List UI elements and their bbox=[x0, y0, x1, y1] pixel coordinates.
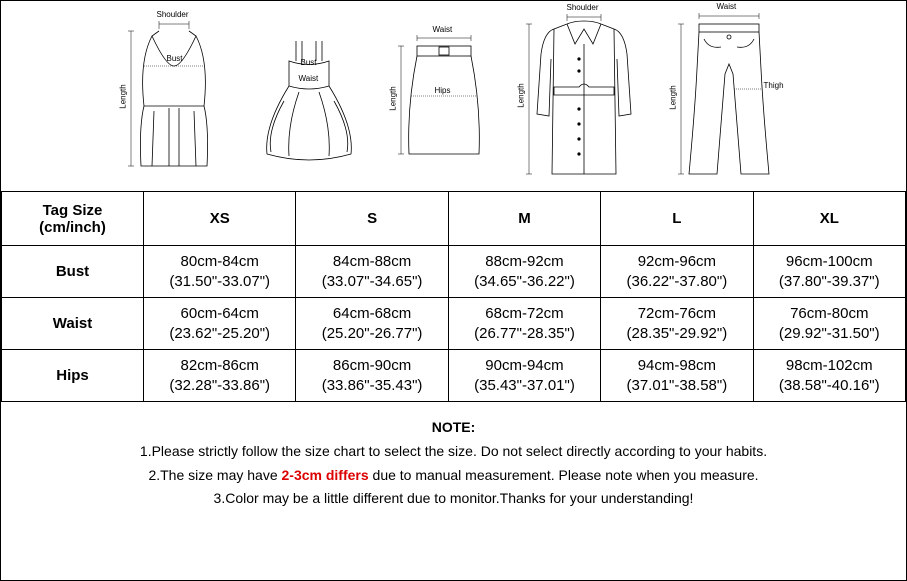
label-shoulder: Shoulder bbox=[567, 3, 599, 12]
cell-inch: (33.07"-34.65") bbox=[298, 272, 445, 292]
size-cell: 90cm-94cm(35.43"-37.01") bbox=[448, 350, 600, 402]
cell-cm: 90cm-94cm bbox=[451, 356, 598, 376]
diagram-pants: Waist Thigh Length bbox=[669, 9, 789, 184]
label-length: Length bbox=[668, 85, 677, 109]
cell-cm: 76cm-80cm bbox=[756, 304, 903, 324]
table-body: Bust80cm-84cm(31.50"-33.07")84cm-88cm(33… bbox=[2, 246, 906, 402]
notes-line2-pre: 2.The size may have bbox=[148, 467, 281, 483]
table-row: Hips82cm-86cm(32.28"-33.86")86cm-90cm(33… bbox=[2, 350, 906, 402]
header-size-l: L bbox=[601, 192, 753, 246]
cell-cm: 68cm-72cm bbox=[451, 304, 598, 324]
cell-inch: (26.77"-28.35") bbox=[451, 324, 598, 344]
label-thigh: Thigh bbox=[764, 81, 784, 90]
cell-cm: 64cm-68cm bbox=[298, 304, 445, 324]
diagrams-row: Shoulder Bust Length Bust Waist bbox=[1, 1, 906, 191]
notes-line-1: 1.Please strictly follow the size chart … bbox=[21, 440, 886, 464]
notes-block: NOTE: 1.Please strictly follow the size … bbox=[1, 402, 906, 511]
cell-cm: 60cm-64cm bbox=[146, 304, 293, 324]
cell-inch: (32.28"-33.86") bbox=[146, 376, 293, 396]
cell-cm: 80cm-84cm bbox=[146, 252, 293, 272]
size-cell: 76cm-80cm(29.92"-31.50") bbox=[753, 298, 905, 350]
cell-cm: 92cm-96cm bbox=[603, 252, 750, 272]
header-size-xl: XL bbox=[753, 192, 905, 246]
header-size-m: M bbox=[448, 192, 600, 246]
diagram-tank-top: Shoulder Bust Length bbox=[119, 16, 229, 176]
notes-line2-post: due to manual measurement. Please note w… bbox=[369, 467, 759, 483]
notes-line-3: 3.Color may be a little different due to… bbox=[21, 487, 886, 511]
size-cell: 60cm-64cm(23.62"-25.20") bbox=[144, 298, 296, 350]
cell-cm: 98cm-102cm bbox=[756, 356, 903, 376]
cell-inch: (38.58"-40.16") bbox=[756, 376, 903, 396]
label-length: Length bbox=[388, 86, 397, 110]
cell-inch: (34.65"-36.22") bbox=[451, 272, 598, 292]
size-cell: 72cm-76cm(28.35"-29.92") bbox=[601, 298, 753, 350]
label-bust: Bust bbox=[167, 54, 183, 63]
label-shoulder: Shoulder bbox=[157, 10, 189, 19]
table-row: Waist60cm-64cm(23.62"-25.20")64cm-68cm(2… bbox=[2, 298, 906, 350]
size-cell: 64cm-68cm(25.20"-26.77") bbox=[296, 298, 448, 350]
cell-cm: 86cm-90cm bbox=[298, 356, 445, 376]
size-cell: 94cm-98cm(37.01"-38.58") bbox=[601, 350, 753, 402]
size-chart-table: Tag Size (cm/inch) XS S M L XL Bust80cm-… bbox=[1, 191, 906, 402]
header-tag-size: Tag Size (cm/inch) bbox=[2, 192, 144, 246]
diagram-coat: Shoulder Length bbox=[519, 9, 649, 184]
notes-line2-highlight: 2-3cm differs bbox=[282, 467, 369, 483]
header-size-xs: XS bbox=[144, 192, 296, 246]
header-size-s: S bbox=[296, 192, 448, 246]
label-length: Length bbox=[118, 84, 127, 108]
row-name: Waist bbox=[2, 298, 144, 350]
diagram-skirt: Waist Hips Length bbox=[389, 26, 499, 166]
cell-inch: (31.50"-33.07") bbox=[146, 272, 293, 292]
cell-inch: (35.43"-37.01") bbox=[451, 376, 598, 396]
cell-inch: (25.20"-26.77") bbox=[298, 324, 445, 344]
notes-title: NOTE: bbox=[21, 416, 886, 440]
notes-line-2: 2.The size may have 2-3cm differs due to… bbox=[21, 464, 886, 488]
cell-inch: (36.22"-37.80") bbox=[603, 272, 750, 292]
size-cell: 92cm-96cm(36.22"-37.80") bbox=[601, 246, 753, 298]
size-cell: 86cm-90cm(33.86"-35.43") bbox=[296, 350, 448, 402]
cell-inch: (33.86"-35.43") bbox=[298, 376, 445, 396]
table-row: Bust80cm-84cm(31.50"-33.07")84cm-88cm(33… bbox=[2, 246, 906, 298]
label-hips: Hips bbox=[435, 86, 451, 95]
size-cell: 68cm-72cm(26.77"-28.35") bbox=[448, 298, 600, 350]
cell-inch: (37.80"-39.37") bbox=[756, 272, 903, 292]
diagram-strap-dress: Bust Waist bbox=[249, 26, 369, 166]
size-cell: 84cm-88cm(33.07"-34.65") bbox=[296, 246, 448, 298]
label-length: Length bbox=[516, 83, 525, 107]
label-waist: Waist bbox=[717, 2, 737, 11]
size-cell: 88cm-92cm(34.65"-36.22") bbox=[448, 246, 600, 298]
row-name: Hips bbox=[2, 350, 144, 402]
cell-cm: 96cm-100cm bbox=[756, 252, 903, 272]
cell-inch: (37.01"-38.58") bbox=[603, 376, 750, 396]
table-header-row: Tag Size (cm/inch) XS S M L XL bbox=[2, 192, 906, 246]
cell-cm: 88cm-92cm bbox=[451, 252, 598, 272]
cell-cm: 84cm-88cm bbox=[298, 252, 445, 272]
size-cell: 98cm-102cm(38.58"-40.16") bbox=[753, 350, 905, 402]
header-tag-size-line1: Tag Size bbox=[43, 202, 103, 219]
size-cell: 82cm-86cm(32.28"-33.86") bbox=[144, 350, 296, 402]
size-cell: 96cm-100cm(37.80"-39.37") bbox=[753, 246, 905, 298]
header-tag-size-line2: (cm/inch) bbox=[39, 219, 106, 236]
row-name: Bust bbox=[2, 246, 144, 298]
size-cell: 80cm-84cm(31.50"-33.07") bbox=[144, 246, 296, 298]
cell-inch: (23.62"-25.20") bbox=[146, 324, 293, 344]
label-waist: Waist bbox=[433, 25, 453, 34]
cell-cm: 94cm-98cm bbox=[603, 356, 750, 376]
cell-cm: 72cm-76cm bbox=[603, 304, 750, 324]
label-bust: Bust bbox=[301, 58, 317, 67]
label-waist: Waist bbox=[299, 74, 319, 83]
cell-cm: 82cm-86cm bbox=[146, 356, 293, 376]
cell-inch: (29.92"-31.50") bbox=[756, 324, 903, 344]
cell-inch: (28.35"-29.92") bbox=[603, 324, 750, 344]
